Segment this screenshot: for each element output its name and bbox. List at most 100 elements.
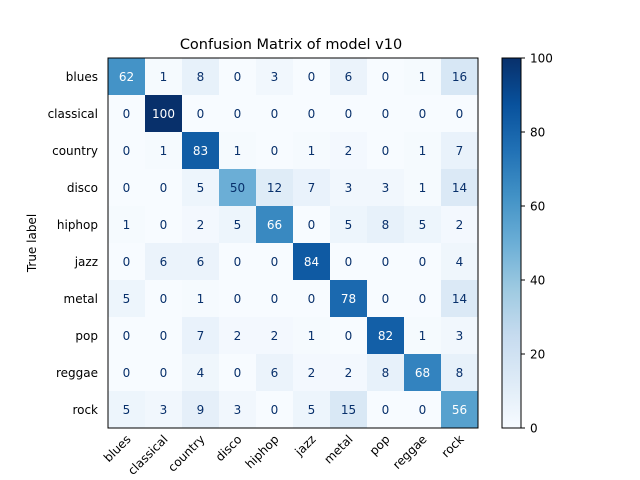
heatmap-cell [182, 132, 220, 170]
heatmap-cell [330, 58, 368, 96]
cell-value-label: 0 [419, 107, 427, 121]
heatmap-cell [256, 243, 294, 281]
heatmap-cell [404, 391, 442, 429]
cell-value-label: 0 [160, 366, 168, 380]
colorbar-tick-label: 80 [530, 126, 545, 140]
x-tick-label: hiphop [243, 432, 282, 471]
heatmap-cell [367, 354, 405, 392]
heatmap-cell [108, 95, 146, 133]
heatmap-cell [108, 58, 146, 96]
cell-value-label: 4 [456, 255, 464, 269]
colorbar-tick-label: 100 [530, 52, 553, 66]
y-axis-ticks: blues classical country disco hiphop jazz meta… [48, 70, 98, 417]
cell-value-label: 0 [123, 366, 131, 380]
cell-value-label: 68 [415, 366, 430, 380]
heatmap-cell [330, 280, 368, 318]
cell-value-label: 82 [378, 329, 393, 343]
x-tick-label: pop [367, 432, 393, 458]
y-tick-label: classical [48, 107, 98, 121]
cell-value-label: 0 [382, 107, 390, 121]
heatmap-cell [219, 95, 257, 133]
cell-value-label: 1 [419, 181, 427, 195]
cell-value-label: 0 [308, 70, 316, 84]
heatmap-cell [293, 132, 331, 170]
cell-value-label: 0 [123, 107, 131, 121]
heatmap-cell [145, 169, 183, 207]
heatmap-cell [293, 317, 331, 355]
y-axis-label: True label [25, 214, 39, 273]
y-tick-label: pop [75, 329, 98, 343]
cell-value-label: 0 [345, 329, 353, 343]
cell-value-label: 3 [160, 403, 168, 417]
cell-value-label: 0 [160, 292, 168, 306]
cell-value-label: 0 [123, 329, 131, 343]
heatmap-cell [219, 169, 257, 207]
heatmap-cell [441, 206, 479, 244]
heatmap-cell [330, 206, 368, 244]
heatmap-cell [182, 243, 220, 281]
heatmap-cell [145, 132, 183, 170]
colorbar-tick-label: 60 [530, 200, 545, 214]
heatmap-cell [404, 58, 442, 96]
cell-value-label: 78 [341, 292, 356, 306]
heatmap-cell [367, 169, 405, 207]
cell-value-label: 0 [234, 70, 242, 84]
cell-value-label: 1 [419, 70, 427, 84]
heatmap-cell [293, 354, 331, 392]
heatmap-cell [256, 95, 294, 133]
x-tick-label: metal [321, 432, 355, 466]
heatmap-cell [293, 243, 331, 281]
cell-value-label: 0 [308, 107, 316, 121]
heatmap-cell [441, 280, 479, 318]
cell-value-label: 16 [452, 70, 467, 84]
cell-value-label: 0 [382, 403, 390, 417]
heatmap-cell [330, 95, 368, 133]
heatmap-cell [256, 354, 294, 392]
cell-value-label: 0 [160, 218, 168, 232]
heatmap-cell [404, 169, 442, 207]
heatmap-cell [367, 280, 405, 318]
heatmap-cell [219, 206, 257, 244]
heatmap-cell [145, 243, 183, 281]
heatmap-cell [256, 58, 294, 96]
heatmap-cell [367, 206, 405, 244]
cell-value-label: 1 [419, 144, 427, 158]
cell-value-label: 2 [308, 366, 316, 380]
cell-value-label: 0 [271, 292, 279, 306]
heatmap-cell [182, 391, 220, 429]
cell-value-label: 8 [197, 70, 205, 84]
heatmap-cell [219, 354, 257, 392]
cell-value-label: 2 [345, 144, 353, 158]
cell-value-label: 4 [197, 366, 205, 380]
heatmap-cell [108, 206, 146, 244]
cell-value-label: 0 [197, 107, 205, 121]
heatmap-cell [293, 280, 331, 318]
heatmap-cell [441, 132, 479, 170]
heatmap-cell [219, 317, 257, 355]
x-tick-label: country [165, 432, 207, 474]
heatmap-cell [219, 58, 257, 96]
heatmap-cell [145, 58, 183, 96]
heatmap-cell [182, 206, 220, 244]
cell-value-label: 0 [308, 292, 316, 306]
heatmap-cell [367, 317, 405, 355]
heatmap-cell [256, 391, 294, 429]
x-tick-label: jazz [292, 432, 319, 459]
heatmap-cell [256, 169, 294, 207]
heatmap-cell [367, 243, 405, 281]
heatmap-cell [108, 391, 146, 429]
cell-value-label: 0 [160, 329, 168, 343]
cell-value-label: 8 [456, 366, 464, 380]
cell-value-label: 1 [123, 218, 131, 232]
heatmap-cell [441, 95, 479, 133]
cell-value-label: 7 [197, 329, 205, 343]
heatmap-cell [404, 95, 442, 133]
cell-value-label: 0 [419, 255, 427, 269]
heatmap-cell [256, 206, 294, 244]
heatmap-cell [293, 95, 331, 133]
cell-value-label: 2 [456, 218, 464, 232]
y-tick-label: jazz [74, 255, 98, 269]
heatmap-cell [404, 132, 442, 170]
heatmap-cell [219, 243, 257, 281]
